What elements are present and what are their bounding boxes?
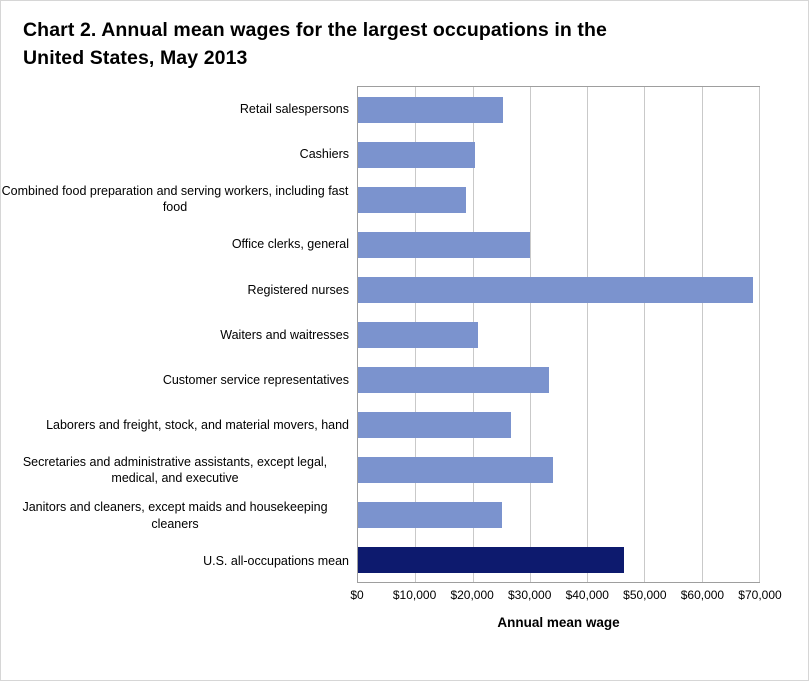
x-axis-tick-labels: $0 $10,000 $20,000 $30,000 $40,000 $50,000 $60…	[350, 588, 781, 605]
bar	[358, 96, 504, 123]
x-tick-label: $40,000	[565, 588, 609, 603]
gridline	[701, 87, 703, 583]
x-tick-label: $10,000	[392, 588, 437, 603]
category-label: U.S. all-occupations mean	[203, 553, 349, 568]
x-tick-label: $70,000	[738, 588, 782, 603]
bar	[358, 546, 625, 573]
category-label: Combined food preparation and serving wo…	[1, 184, 349, 215]
bar-row	[358, 87, 759, 132]
bar-row	[358, 177, 759, 222]
category-label: Laborers and freight, stock, and materia…	[46, 418, 349, 433]
category-label: Office clerks, general	[231, 237, 349, 252]
x-tick-label: $30,000	[508, 588, 552, 603]
category-label: Secretaries and administrative assistant…	[22, 455, 328, 486]
bar	[358, 366, 550, 393]
x-tick-label: $20,000	[450, 588, 494, 603]
bar-row	[358, 312, 759, 357]
plot-region: Retail salespersons Cashiers Combined food…	[1, 86, 808, 630]
bar	[358, 231, 530, 258]
x-tick-label: $50,000	[623, 588, 667, 603]
bar-row	[358, 132, 759, 177]
bar-row	[358, 402, 759, 447]
category-label: Registered nurses	[247, 282, 349, 297]
bar-row	[358, 357, 759, 402]
category-label: Janitors and cleaners, except maids and …	[22, 500, 328, 531]
gridline	[759, 87, 760, 583]
bar-row	[358, 492, 759, 537]
bar-row	[358, 267, 759, 312]
bar	[358, 276, 753, 303]
category-label: Cashiers	[299, 147, 349, 162]
gridline	[587, 87, 589, 583]
gridline	[529, 87, 531, 583]
bar	[358, 411, 511, 438]
category-label: Retail salespersons	[239, 101, 349, 116]
bar	[358, 141, 475, 168]
plot-area	[357, 86, 760, 584]
bar-row	[358, 222, 759, 267]
bar	[358, 321, 478, 348]
bar	[358, 186, 467, 213]
bar-row	[358, 537, 759, 582]
x-axis-label: Annual mean wage	[497, 615, 620, 631]
x-tick-label: $0	[350, 588, 364, 603]
gridline	[644, 87, 646, 583]
bar-row	[358, 447, 759, 492]
y-axis-category-labels: Retail salespersons Cashiers Combined food…	[1, 86, 357, 583]
plot-column: $0 $10,000 $20,000 $30,000 $40,000 $50,000 $60…	[350, 86, 782, 631]
category-label: Customer service representatives	[162, 372, 349, 387]
bar	[358, 456, 553, 483]
category-label: Waiters and waitresses	[220, 327, 349, 342]
bar	[358, 501, 503, 528]
x-tick-label: $60,000	[680, 588, 725, 603]
bars	[358, 87, 759, 582]
chart-title: Chart 2. Annual mean wages for the large…	[23, 19, 607, 69]
